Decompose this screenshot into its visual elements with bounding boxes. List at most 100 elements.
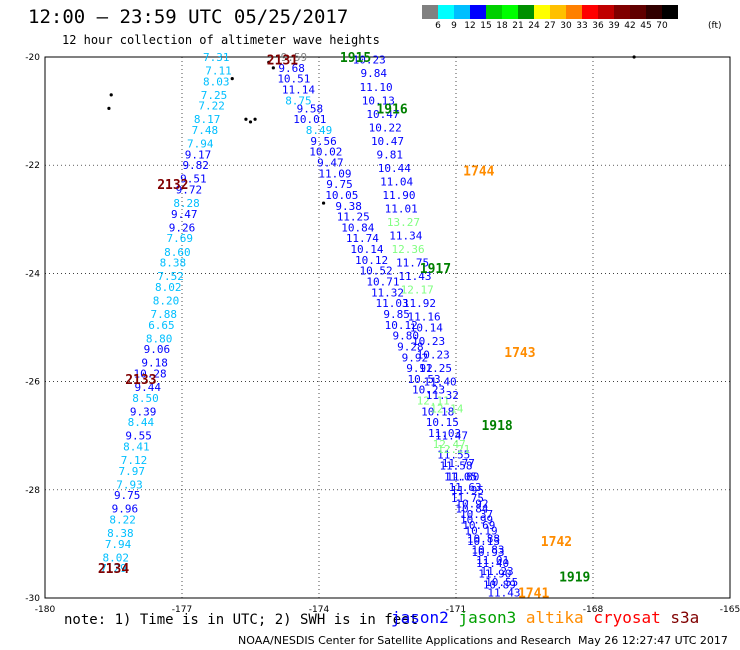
wave-height-value: 11.77: [442, 457, 475, 470]
wave-height-value: 10.13: [362, 94, 395, 107]
wave-height-value: 9.92: [406, 362, 433, 375]
legend-label: 70: [656, 21, 668, 31]
wave-height-value: 7.48: [192, 124, 219, 137]
legend-label: 27: [544, 21, 556, 31]
wave-height-value: 10.47: [371, 135, 404, 148]
legend-swatch: [502, 5, 518, 19]
legend-label: 21: [512, 21, 524, 31]
wave-height-value: 9.80: [393, 330, 420, 343]
wave-height-value: 8.17: [194, 113, 221, 126]
wave-height-value: 11.80: [446, 470, 479, 483]
y-tick-label: -20: [25, 53, 40, 63]
pass-time-label: 2131: [267, 54, 298, 69]
wave-height-value: 12.36: [391, 243, 424, 256]
wave-height-value: 7.88: [150, 308, 177, 321]
wave-height-value: 7.97: [119, 465, 146, 478]
wave-height-value: 9.55: [125, 430, 152, 443]
wave-height-value: 11.95: [451, 484, 484, 497]
island-speck: [109, 93, 113, 97]
island-speck: [248, 120, 253, 124]
wave-height-value: 10.02: [309, 146, 342, 159]
wave-height-value: 11.58: [439, 459, 472, 472]
legend-label: 30: [560, 21, 572, 31]
wave-height-value: 11.43: [487, 587, 520, 600]
legend-swatch: [438, 5, 454, 19]
pass-time-label: 1917: [420, 262, 451, 277]
wave-height-value: 11.14: [282, 83, 315, 96]
satellite-legend: jason2 jason3 altika cryosat s3a: [391, 608, 699, 627]
wave-height-value: 12.21: [437, 443, 470, 456]
wave-height-value: 6.65: [148, 319, 175, 332]
wave-height-value: 10.37: [460, 508, 493, 521]
wave-height-value: 11.03: [376, 297, 409, 310]
wave-height-value: 8.38: [160, 257, 187, 270]
wave-height-value: 10.44: [378, 162, 411, 175]
wave-height-value: 9.75: [326, 178, 353, 191]
wave-height-value: 10.14: [410, 322, 443, 335]
wave-height-value: 10.55: [485, 576, 518, 589]
x-tick-label: -174: [309, 605, 330, 615]
wave-height-value: 9.68: [278, 62, 305, 75]
legend-labels: (ft) 6 9 12 15 18 21 24 27 30 33 36 39 42 45 70: [422, 19, 740, 33]
wave-height-value: 8.60: [164, 246, 191, 259]
legend-label: 33: [576, 21, 588, 31]
wave-height-value: 11.40: [423, 376, 456, 389]
legend-unit: (ft): [708, 21, 722, 31]
legend-swatch: [470, 5, 486, 19]
legend-swatch: [646, 5, 662, 19]
wave-height-value: 11.92: [403, 297, 436, 310]
wave-height-value: 10.71: [366, 276, 399, 289]
wave-height-value: 10.23: [353, 54, 386, 67]
wave-height-value: 10.12: [355, 254, 388, 267]
wave-height-value: 9.38: [335, 200, 362, 213]
pass-time-label: 1742: [541, 535, 572, 550]
legend-label: 36: [592, 21, 604, 31]
wave-height-value: 11.16: [407, 311, 440, 324]
legend-label: 39: [608, 21, 620, 31]
pass-time-label: 2133: [125, 373, 156, 388]
wave-height-value: 8.22: [109, 514, 136, 527]
legend-swatch: [550, 5, 566, 19]
wave-height-value: 9.47: [317, 156, 344, 169]
wave-height-value: 9.39: [130, 405, 157, 418]
wave-height-value: 10.69: [462, 519, 495, 532]
wave-height-value: 7.22: [198, 100, 225, 113]
legend-swatch: [630, 5, 646, 19]
wave-height-value: 9.81: [377, 148, 404, 161]
pass-time-label: 1743: [504, 346, 535, 361]
legend-color-bar: [422, 5, 740, 19]
x-tick-label: -180: [35, 605, 56, 615]
island-speck: [271, 66, 275, 70]
y-tick-label: -22: [25, 161, 40, 171]
wave-height-value: 9.85: [383, 308, 410, 321]
x-tick-label: -168: [583, 605, 604, 615]
pass-time-label: 2132: [157, 178, 188, 193]
wave-height-value: 10.47: [366, 108, 399, 121]
island-speck: [632, 55, 636, 59]
credit-line: NOAA/NESDIS Center for Satellite Applica…: [238, 634, 572, 647]
island-speck: [230, 77, 234, 81]
legend-swatch: [598, 5, 614, 19]
wave-height-value: 10.13: [467, 535, 500, 548]
island-speck: [244, 117, 248, 121]
legend-label: 9: [451, 21, 457, 31]
legend-label: 12: [464, 21, 476, 31]
wave-height-value: 7.94: [187, 138, 214, 151]
wave-height-value: 10.53: [407, 373, 440, 386]
legend-swatch: [566, 5, 582, 19]
wave-height-value: 11.03: [428, 427, 461, 440]
x-tick-label: -177: [172, 605, 192, 615]
legend-swatch: [422, 5, 438, 19]
page-subtitle: 12 hour collection of altimeter wave hei…: [62, 33, 380, 47]
wave-height-value: 8.80: [146, 332, 173, 345]
wave-height-value: 12.17: [401, 284, 434, 297]
wave-height-value: 8.02: [103, 551, 130, 564]
wave-height-value: 12.11: [417, 395, 450, 408]
legend-label: 6: [435, 21, 441, 31]
y-tick-label: -30: [25, 594, 40, 604]
wave-height-value: 10.88: [467, 532, 500, 545]
wave-height-value: 9.96: [112, 503, 139, 516]
wave-height-value: 11.01: [476, 554, 509, 567]
wave-height-value: 8.49: [306, 124, 333, 137]
